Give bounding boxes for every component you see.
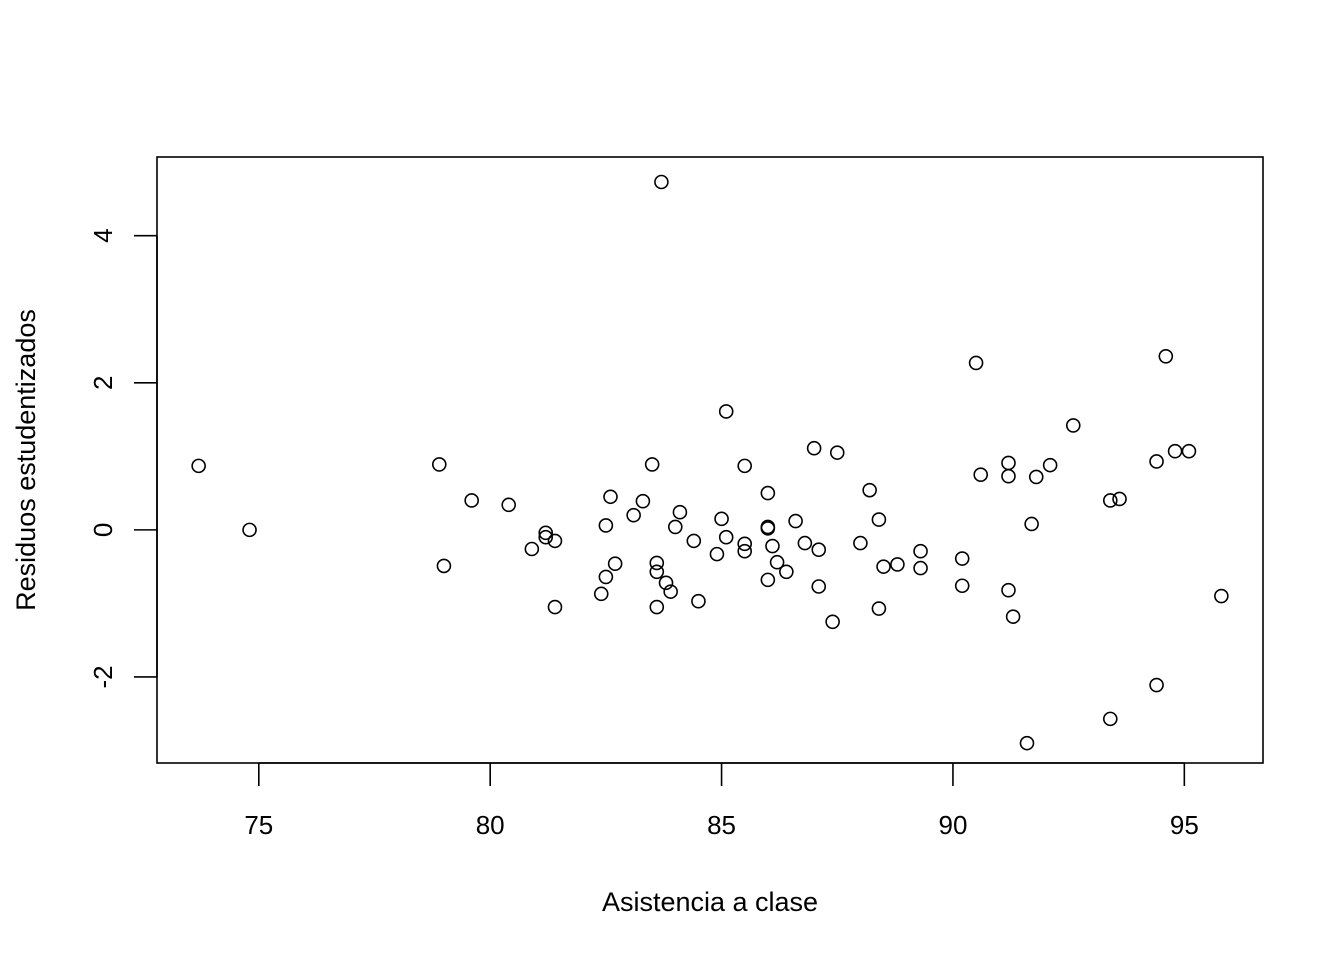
data-point	[718, 529, 734, 545]
data-point	[431, 457, 447, 472]
y-axis: -2 0 2 4	[88, 228, 158, 689]
data-point	[626, 507, 641, 523]
data-point	[658, 575, 674, 591]
data-points	[191, 174, 1229, 751]
data-point	[913, 543, 928, 559]
data-point	[737, 458, 753, 474]
data-point	[876, 559, 891, 574]
data-point	[436, 558, 452, 574]
data-point	[663, 584, 678, 599]
data-point	[806, 440, 822, 456]
data-point	[672, 504, 688, 520]
data-point	[871, 512, 887, 527]
data-point	[635, 493, 651, 509]
data-point	[191, 458, 206, 474]
data-point	[649, 564, 665, 580]
data-point	[760, 572, 776, 588]
x-tick-label: 90	[938, 810, 967, 840]
data-point	[1149, 677, 1164, 693]
data-point	[1167, 443, 1183, 459]
data-point	[1001, 468, 1016, 484]
data-point	[737, 536, 753, 552]
data-point	[862, 482, 877, 498]
data-point	[811, 579, 827, 594]
data-point	[607, 556, 623, 571]
y-tick-label: 4	[88, 228, 118, 242]
data-point	[811, 542, 827, 558]
data-point	[547, 533, 563, 549]
data-point	[829, 445, 845, 460]
data-point	[890, 557, 905, 572]
data-point	[1019, 735, 1035, 751]
data-point	[547, 599, 563, 615]
data-point	[1028, 469, 1044, 485]
data-point	[1214, 588, 1229, 604]
data-point	[760, 521, 776, 536]
data-point	[603, 489, 618, 505]
data-point	[654, 174, 669, 190]
data-point	[538, 529, 554, 545]
data-point	[871, 601, 887, 616]
data-point	[853, 535, 868, 551]
data-point	[667, 519, 683, 535]
data-point	[1065, 418, 1081, 433]
y-axis-label: Residuos estudentizados	[11, 309, 41, 611]
data-point	[1112, 491, 1127, 507]
data-point	[593, 586, 609, 602]
data-point	[464, 493, 479, 508]
data-point	[718, 404, 734, 419]
data-point	[649, 555, 665, 571]
data-point	[913, 560, 928, 576]
data-point	[765, 538, 780, 554]
data-point	[1042, 457, 1058, 473]
data-point	[1102, 493, 1118, 508]
data-point	[737, 543, 753, 559]
data-point	[1001, 455, 1016, 471]
data-point	[649, 599, 665, 615]
data-point	[501, 497, 516, 513]
data-point	[524, 541, 540, 557]
data-point	[760, 485, 776, 501]
data-point	[973, 467, 989, 483]
data-point	[968, 355, 984, 371]
data-point	[709, 546, 725, 562]
data-point	[825, 614, 840, 630]
data-point	[714, 511, 729, 527]
y-tick-label: -2	[88, 665, 118, 688]
data-point	[686, 533, 702, 549]
data-point	[788, 513, 803, 529]
data-point	[691, 593, 706, 609]
plot-frame	[156, 156, 1264, 764]
data-point	[242, 522, 257, 538]
data-point	[1005, 609, 1021, 624]
data-point	[954, 551, 970, 566]
y-tick-label: 0	[88, 523, 118, 537]
data-point	[1024, 516, 1039, 532]
data-point	[598, 569, 614, 585]
data-point	[954, 578, 970, 594]
data-point	[1001, 582, 1016, 598]
x-tick-label: 80	[476, 810, 505, 840]
x-tick-label: 85	[707, 810, 736, 840]
x-axis-label: Asistencia a clase	[602, 887, 818, 917]
data-point	[1102, 711, 1118, 727]
x-tick-label: 95	[1170, 810, 1199, 840]
data-point	[644, 457, 660, 472]
data-point	[1158, 349, 1174, 364]
data-point	[1181, 443, 1197, 459]
data-point	[598, 518, 614, 533]
data-point	[1149, 454, 1164, 469]
data-point	[769, 554, 785, 570]
x-tick-label: 75	[244, 810, 273, 840]
data-point	[538, 525, 554, 541]
data-point	[779, 564, 794, 580]
y-tick-label: 2	[88, 376, 118, 390]
data-point	[797, 535, 813, 551]
x-axis: 75 80 85 90 95	[244, 762, 1199, 840]
